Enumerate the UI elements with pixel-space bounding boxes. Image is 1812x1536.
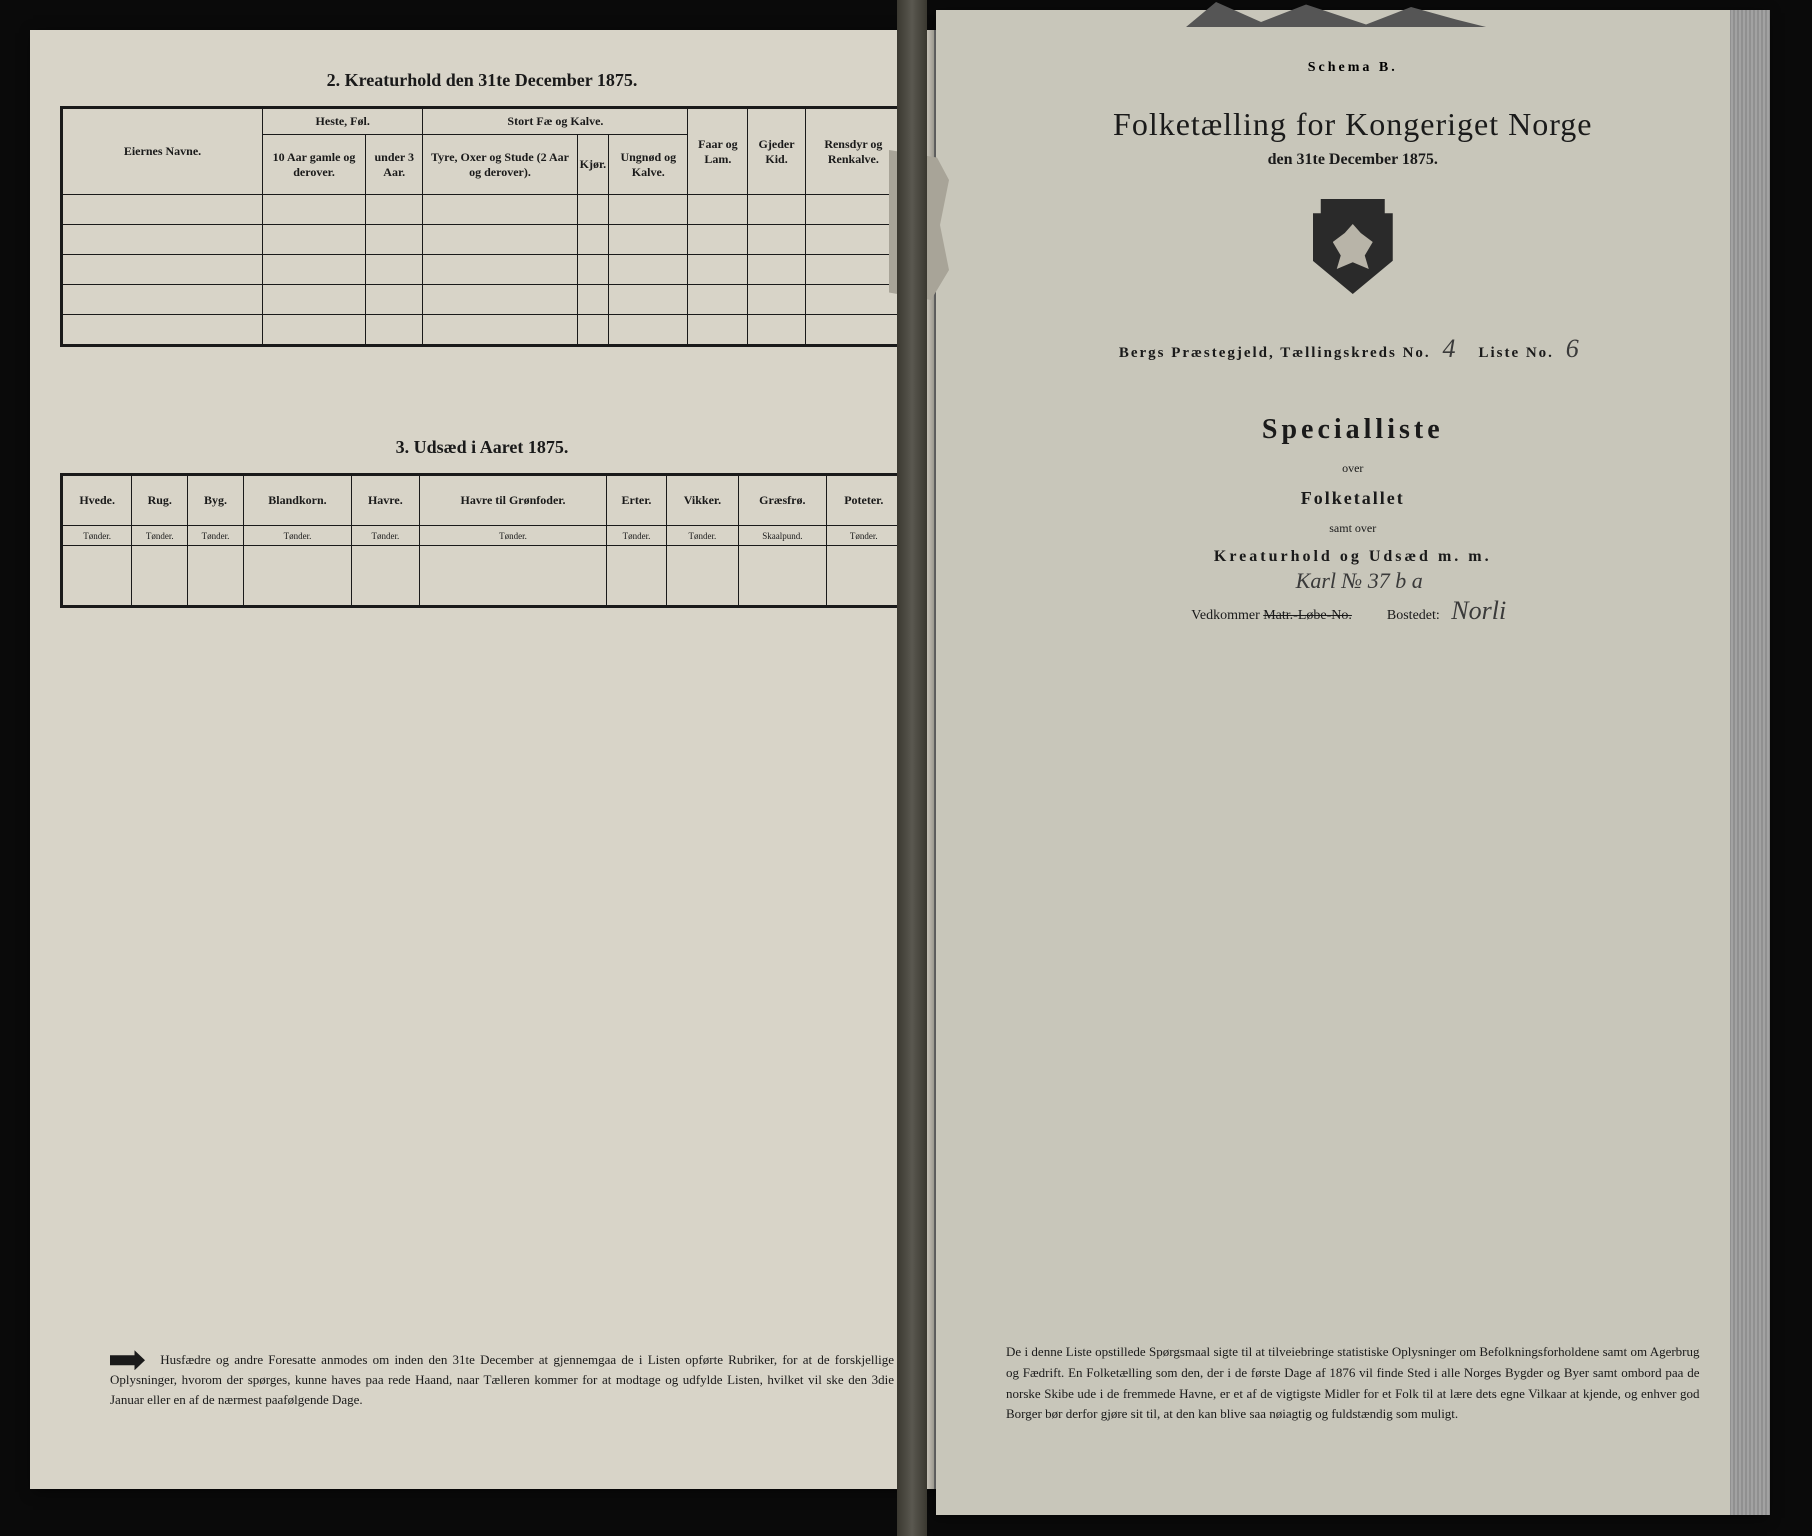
col-erter: Erter.	[607, 476, 666, 526]
left-page: 2. Kreaturhold den 31te December 1875. E…	[30, 30, 936, 1489]
sub-ungnod: Ungnød og Kalve.	[609, 135, 688, 195]
section3-title: 3. Udsæd i Aaret 1875.	[60, 437, 904, 458]
left-footer-content: Husfædre og andre Foresatte anmodes om i…	[110, 1352, 894, 1407]
unit: Tønder.	[666, 526, 738, 546]
section2-title: 2. Kreaturhold den 31te December 1875.	[60, 70, 904, 91]
col-graesfro: Græsfrø.	[739, 476, 826, 526]
specialliste-title: Specialliste	[996, 414, 1710, 446]
census-title: Folketælling for Kongeriget Norge	[996, 106, 1710, 143]
samt-over-label: samt over	[996, 521, 1710, 536]
right-page: Schema B. Folketælling for Kongeriget No…	[936, 10, 1770, 1515]
kreds-value: 4	[1434, 334, 1463, 363]
owner-header: Eiernes Navne.	[63, 109, 263, 195]
table-row	[63, 285, 902, 315]
matr-line: Karl № 37 b a Vedkommer Matr.-Løbe-No. B…	[996, 596, 1710, 626]
vedkommer-label: Vedkommer	[1191, 608, 1259, 623]
group-rensdyr: Rensdyr og Renkalve.	[805, 109, 901, 195]
table-row	[63, 195, 902, 225]
table-row	[63, 546, 902, 606]
schema-label: Schema B.	[996, 60, 1710, 76]
unit: Skaalpund.	[739, 526, 826, 546]
norway-coat-of-arms-icon	[1313, 199, 1393, 294]
district-line: Bergs Præstegjeld, Tællingskreds No. 4 L…	[996, 334, 1710, 364]
sub-under3: under 3 Aar.	[366, 135, 423, 195]
col-blandkorn: Blandkorn.	[243, 476, 351, 526]
unit: Tønder.	[188, 526, 244, 546]
table-row	[63, 315, 902, 345]
pointing-hand-icon	[110, 1350, 145, 1370]
unit: Tønder.	[63, 526, 132, 546]
bostedet-value: Norli	[1443, 596, 1514, 625]
table-kreaturhold: Eiernes Navne. Heste, Føl. Stort Fæ og K…	[60, 106, 904, 347]
col-havre: Havre.	[351, 476, 419, 526]
col-havregron: Havre til Grønfoder.	[419, 476, 607, 526]
folketallet-label: Folketallet	[996, 488, 1710, 509]
right-footer-text: De i denne Liste opstillede Spørgsmaal s…	[1006, 1342, 1700, 1425]
matr-label: Matr.-Løbe-No.	[1263, 608, 1352, 623]
group-stortfae: Stort Fæ og Kalve.	[423, 109, 688, 135]
stacked-page-edges	[1730, 10, 1770, 1515]
sub-kjor: Kjør.	[577, 135, 609, 195]
liste-value: 6	[1558, 334, 1587, 363]
stacked-page-tabs	[1186, 2, 1486, 27]
left-footer-text: Husfædre og andre Foresatte anmodes om i…	[110, 1350, 894, 1409]
sub-tyre: Tyre, Oxer og Stude (2 Aar og derover).	[423, 135, 577, 195]
col-vikker: Vikker.	[666, 476, 738, 526]
group-heste: Heste, Føl.	[263, 109, 423, 135]
col-poteter: Poteter.	[826, 476, 901, 526]
col-rug: Rug.	[132, 476, 188, 526]
sub-10aar: 10 Aar gamle og derover.	[263, 135, 366, 195]
table-row	[63, 255, 902, 285]
col-hvede: Hvede.	[63, 476, 132, 526]
over-label: over	[996, 461, 1710, 476]
unit: Tønder.	[607, 526, 666, 546]
liste-label: Liste No.	[1478, 345, 1554, 361]
bostedet-label: Bostedet:	[1387, 608, 1440, 623]
document-spread: 2. Kreaturhold den 31te December 1875. E…	[0, 0, 1812, 1536]
table-row	[63, 225, 902, 255]
unit: Tønder.	[419, 526, 607, 546]
table-udsaed: Hvede. Rug. Byg. Blandkorn. Havre. Havre…	[60, 473, 904, 608]
kreatur-line: Kreaturhold og Udsæd m. m.	[996, 548, 1710, 566]
unit: Tønder.	[132, 526, 188, 546]
prestegjeld-label: Bergs Præstegjeld, Tællingskreds No.	[1119, 345, 1431, 361]
col-byg: Byg.	[188, 476, 244, 526]
group-gjeder: Gjeder Kid.	[748, 109, 805, 195]
unit: Tønder.	[826, 526, 901, 546]
unit: Tønder.	[243, 526, 351, 546]
matr-handwritten-above: Karl № 37 b a	[1296, 568, 1423, 594]
unit: Tønder.	[351, 526, 419, 546]
book-spine	[897, 0, 927, 1536]
group-faar: Faar og Lam.	[688, 109, 748, 195]
census-date: den 31te December 1875.	[996, 151, 1710, 169]
